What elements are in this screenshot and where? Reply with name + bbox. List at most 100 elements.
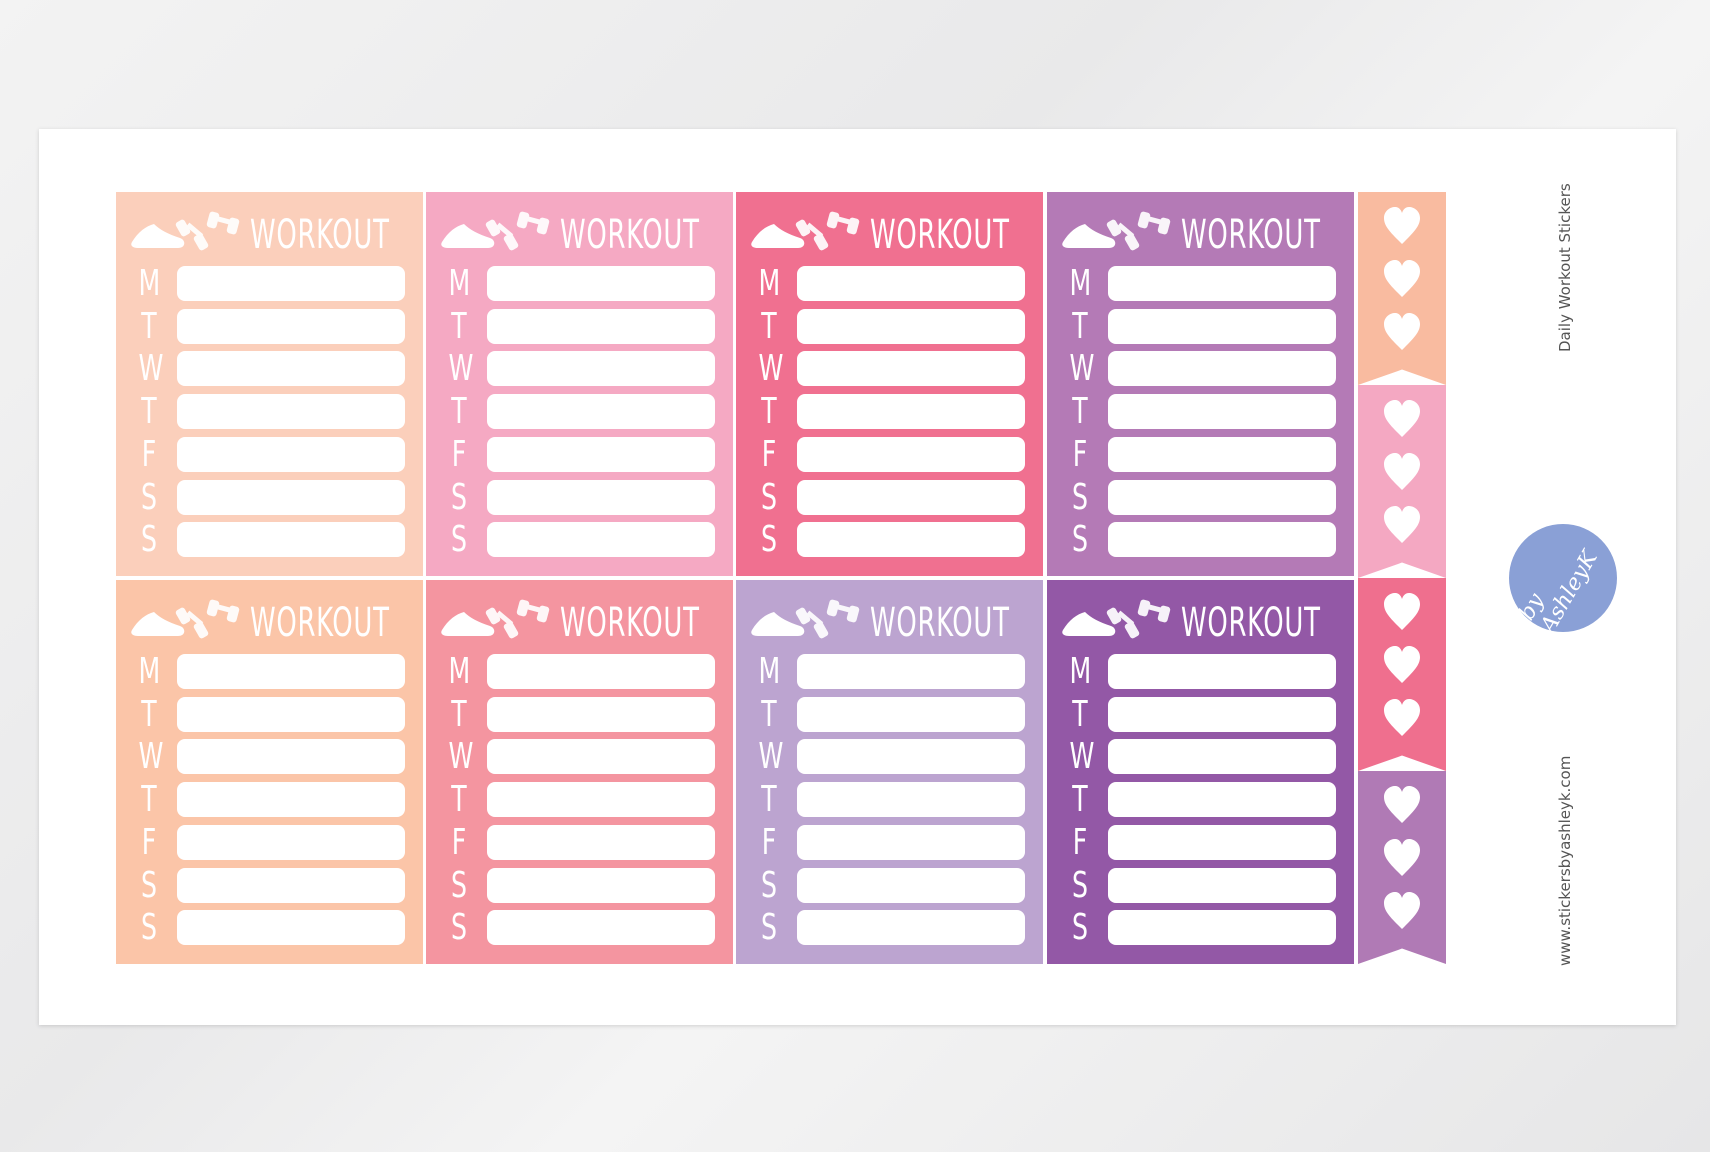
workout-sticker: WORKOUT M T W T F S S: [1047, 580, 1354, 964]
day-entry-box: [1108, 739, 1336, 775]
day-entry-box: [177, 436, 405, 472]
day-entry-box: [487, 696, 715, 732]
sneaker-dumbbell-icon: [750, 210, 870, 260]
sticker-title: WORKOUT: [870, 600, 1010, 646]
dumbbell-icon: [485, 211, 550, 251]
sticker-header: WORKOUT: [750, 598, 1064, 648]
day-label: W: [448, 348, 474, 390]
sneaker-icon: [1062, 612, 1116, 636]
workout-sticker: WORKOUT M T W T F S S: [426, 192, 733, 576]
day-label: T: [451, 305, 467, 347]
day-row: T: [1047, 305, 1354, 347]
day-label: T: [761, 305, 777, 347]
day-label: S: [760, 476, 777, 518]
day-entry-box: [797, 436, 1025, 472]
day-row: S: [426, 910, 733, 946]
day-entry-box: [797, 308, 1025, 344]
day-entry-box: [487, 782, 715, 818]
workout-sticker: WORKOUT M T W T F S S: [736, 192, 1043, 576]
website-url: www.stickersbyashleyk.com: [1556, 755, 1574, 966]
day-label: M: [1069, 651, 1092, 692]
sticker-title: WORKOUT: [560, 212, 700, 258]
day-entry-box: [177, 394, 405, 430]
sneaker-icon: [441, 612, 495, 636]
day-row: W: [736, 739, 1043, 775]
day-label: F: [141, 821, 157, 863]
day-row: S: [426, 522, 733, 558]
day-entry-box: [1108, 479, 1336, 515]
dumbbell-icon: [795, 599, 860, 639]
heart-flag-sticker: [1358, 578, 1446, 771]
day-row: S: [116, 479, 423, 516]
sneaker-dumbbell-icon: [750, 598, 870, 648]
day-entry-box: [487, 654, 715, 689]
day-label: M: [1069, 263, 1092, 304]
sticker-header: WORKOUT: [1061, 210, 1375, 260]
dumbbell-icon: [175, 599, 240, 639]
heart-icon: [1384, 453, 1420, 490]
day-entry-box: [177, 654, 405, 689]
sneaker-dumbbell-icon: [440, 210, 560, 260]
day-label: T: [1072, 693, 1088, 735]
heart-icon: [1384, 646, 1420, 683]
sticker-title: WORKOUT: [250, 212, 390, 258]
day-label: F: [1072, 821, 1088, 863]
day-entry-box: [1108, 351, 1336, 387]
sneaker-icon: [131, 224, 185, 248]
day-row: T: [426, 394, 733, 430]
day-entry-box: [797, 266, 1025, 301]
heart-flag-sticker: [1358, 192, 1446, 385]
day-entry-box: [1108, 782, 1336, 818]
day-label: W: [758, 348, 784, 390]
workout-sticker: WORKOUT M T W T F S S: [116, 580, 423, 964]
day-label: M: [138, 263, 161, 304]
dumbbell-icon: [175, 211, 240, 251]
sneaker-icon: [131, 612, 185, 636]
day-label: W: [1069, 736, 1095, 778]
day-row: W: [1047, 351, 1354, 387]
day-label: S: [450, 864, 467, 906]
heart-icon: [1384, 313, 1420, 350]
sheet-title: Daily Workout Stickers: [1556, 183, 1574, 352]
day-row: M: [1047, 654, 1354, 690]
day-entry-box: [797, 522, 1025, 558]
heart-icon: [1384, 506, 1420, 543]
day-entry-box: [177, 479, 405, 515]
day-entry-box: [797, 394, 1025, 430]
day-row: S: [1047, 867, 1354, 904]
day-row: S: [1047, 910, 1354, 946]
day-row: M: [736, 266, 1043, 302]
day-row: W: [426, 351, 733, 387]
day-row: T: [736, 305, 1043, 347]
day-label: M: [758, 263, 781, 304]
day-label: T: [141, 693, 157, 735]
day-entry-box: [487, 266, 715, 301]
heart-icon: [1384, 400, 1420, 437]
day-row: F: [736, 436, 1043, 473]
day-label: T: [1072, 779, 1088, 821]
day-label: T: [1072, 305, 1088, 347]
sticker-title: WORKOUT: [870, 212, 1010, 258]
day-entry-box: [487, 308, 715, 344]
day-label: S: [760, 519, 777, 561]
day-row: S: [1047, 476, 1354, 518]
day-label: S: [1071, 476, 1088, 518]
day-label: S: [140, 907, 157, 949]
heart-flag-sticker: [1358, 771, 1446, 964]
sticker-title: WORKOUT: [1181, 600, 1321, 646]
day-entry-box: [177, 266, 405, 301]
day-row: T: [736, 782, 1043, 818]
day-row: F: [426, 824, 733, 861]
day-label: S: [760, 864, 777, 906]
heart-icon: [1384, 260, 1420, 297]
workout-sticker: WORKOUT M T W T F S S: [426, 580, 733, 964]
day-entry-box: [177, 522, 405, 558]
day-row: W: [426, 739, 733, 775]
day-entry-box: [1108, 910, 1336, 946]
day-row: F: [426, 436, 733, 473]
day-entry-box: [177, 910, 405, 946]
heart-icon: [1384, 699, 1420, 736]
sneaker-dumbbell-icon: [440, 598, 560, 648]
day-entry-box: [1108, 308, 1336, 344]
dumbbell-icon: [1106, 599, 1171, 639]
